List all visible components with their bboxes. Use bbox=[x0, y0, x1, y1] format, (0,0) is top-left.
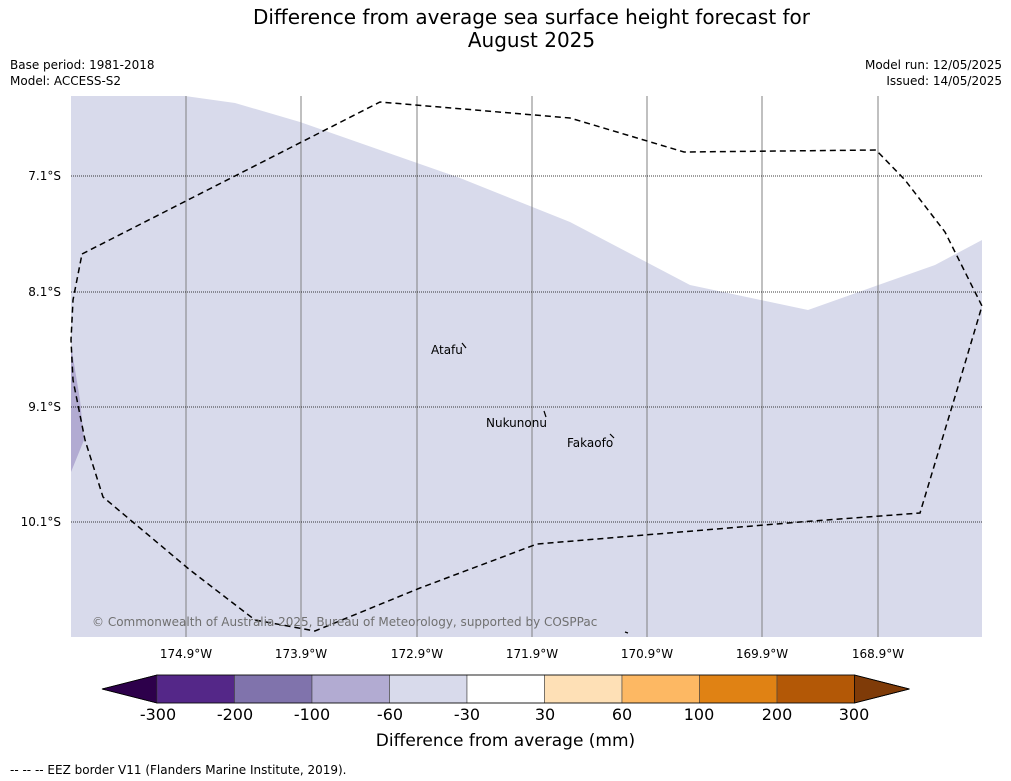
colorbar-outline bbox=[101, 674, 910, 704]
colorbar-segment bbox=[234, 674, 313, 704]
colorbar-extend-high bbox=[854, 674, 910, 704]
colorbar-segment bbox=[776, 674, 855, 704]
title-line-2: August 2025 bbox=[467, 28, 596, 52]
place-label-nukunonu: Nukunonu bbox=[486, 416, 547, 430]
lon-label: 171.9°W bbox=[505, 647, 559, 661]
colorbar bbox=[101, 674, 910, 704]
meta-right: Model run: 12/05/2025 Issued: 14/05/2025 bbox=[865, 57, 1002, 89]
anomaly-fill bbox=[71, 96, 982, 637]
colorbar-tick-label: -100 bbox=[293, 705, 331, 724]
lon-label: 168.9°W bbox=[851, 647, 905, 661]
lon-label: 172.9°W bbox=[390, 647, 444, 661]
colorbar-tick-label: 300 bbox=[838, 705, 870, 724]
base-period: Base period: 1981-2018 bbox=[10, 58, 155, 72]
colorbar-tick-label: 100 bbox=[683, 705, 715, 724]
meridians bbox=[185, 96, 879, 637]
island-marks bbox=[461, 342, 629, 634]
colorbar-tick-label: 60 bbox=[611, 705, 633, 724]
colorbar-segment bbox=[466, 674, 545, 704]
map-title: Difference from average sea surface heig… bbox=[0, 6, 1011, 52]
colorbar-segment bbox=[311, 674, 390, 704]
colorbar-tick-label: 30 bbox=[534, 705, 556, 724]
lon-label: 173.9°W bbox=[274, 647, 328, 661]
colorbar-segment bbox=[544, 674, 623, 704]
colorbar-extend-low bbox=[101, 674, 158, 704]
lon-label: 174.9°W bbox=[159, 647, 213, 661]
colorbar-tick-label: -200 bbox=[216, 705, 254, 724]
model-run: Model run: 12/05/2025 bbox=[864, 58, 1002, 72]
atafu-mark bbox=[461, 342, 467, 349]
lon-label: 169.9°W bbox=[735, 647, 789, 661]
eez-legend-note: -- -- -- EEZ border V11 (Flanders Marine… bbox=[10, 763, 347, 777]
lat-label: 7.1°S bbox=[28, 169, 61, 183]
colorbar-tick-label: -60 bbox=[376, 705, 404, 724]
colorbar-tick-label: -30 bbox=[453, 705, 481, 724]
colorbar-segment bbox=[389, 674, 468, 704]
anomaly-patch bbox=[71, 345, 84, 472]
title-line-1: Difference from average sea surface heig… bbox=[252, 5, 811, 29]
colorbar-title: Difference from average (mm) bbox=[375, 731, 636, 751]
copyright-text: © Commonwealth of Australia 2025, Bureau… bbox=[92, 615, 597, 629]
lat-label: 8.1°S bbox=[28, 285, 61, 299]
colorbar-segment bbox=[156, 674, 235, 704]
colorbar-segment bbox=[621, 674, 700, 704]
lon-label: 170.9°W bbox=[620, 647, 674, 661]
meta-left: Base period: 1981-2018 Model: ACCESS-S2 bbox=[10, 57, 155, 89]
issued-date: Issued: 14/05/2025 bbox=[886, 74, 1002, 88]
place-label-atafu: Atafu bbox=[431, 343, 463, 357]
colorbar-segment bbox=[699, 674, 778, 704]
lat-label: 9.1°S bbox=[28, 400, 61, 414]
colorbar-tick-label: 200 bbox=[761, 705, 793, 724]
model-name: Model: ACCESS-S2 bbox=[10, 74, 122, 88]
eez-border bbox=[70, 101, 983, 632]
colorbar-tick-label: -300 bbox=[139, 705, 177, 724]
place-label-fakaofo: Fakaofo bbox=[567, 436, 613, 450]
fakaofo-mark bbox=[609, 433, 615, 439]
lat-label: 10.1°S bbox=[20, 515, 61, 529]
island-mark bbox=[624, 631, 629, 634]
nukunonu-mark bbox=[543, 410, 547, 418]
